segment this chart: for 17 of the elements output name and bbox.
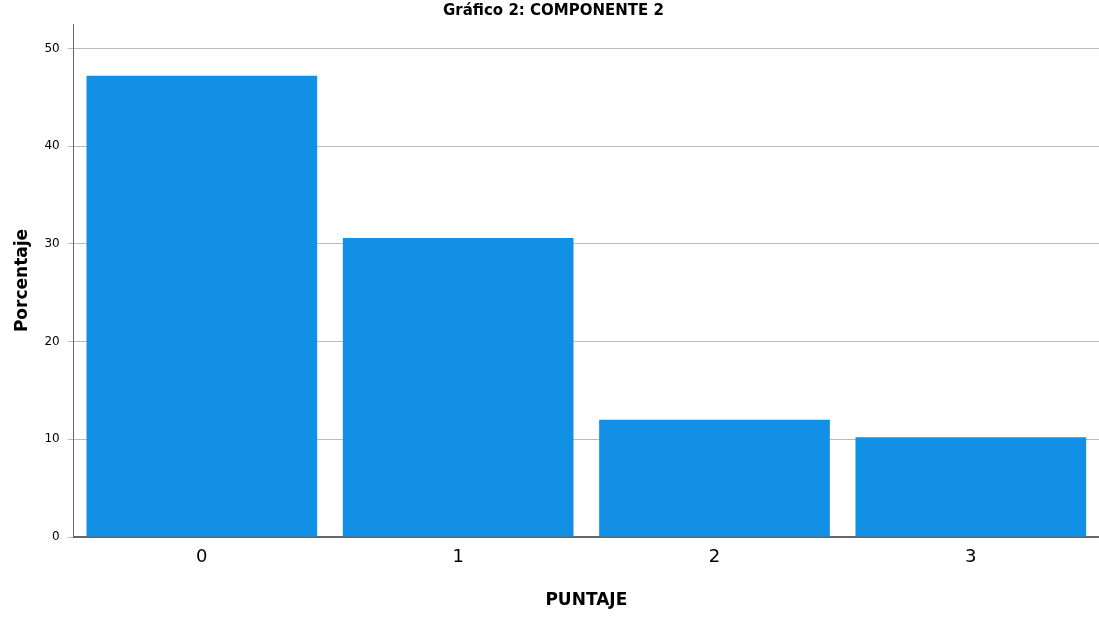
y-tick-label: 20 [44,333,60,348]
chart-title: Gráfico 2: COMPONENTE 2 [443,0,664,19]
y-tick-label: 30 [44,235,60,250]
y-tick-label: 40 [44,138,60,153]
bar [599,419,830,537]
x-axis-title: PUNTAJE [545,589,628,610]
bar [86,75,318,537]
y-tick-label: 0 [52,529,60,544]
y-tick-label: 50 [44,40,60,55]
bar [342,237,574,537]
x-tick-label: 2 [708,545,721,567]
x-tick-label: 1 [452,545,464,567]
x-tick-label: 3 [965,545,977,567]
bar [855,437,1087,537]
x-tick-label: 0 [196,545,208,567]
y-tick-label: 10 [44,431,60,446]
y-axis-title: Porcentaje [10,228,31,333]
